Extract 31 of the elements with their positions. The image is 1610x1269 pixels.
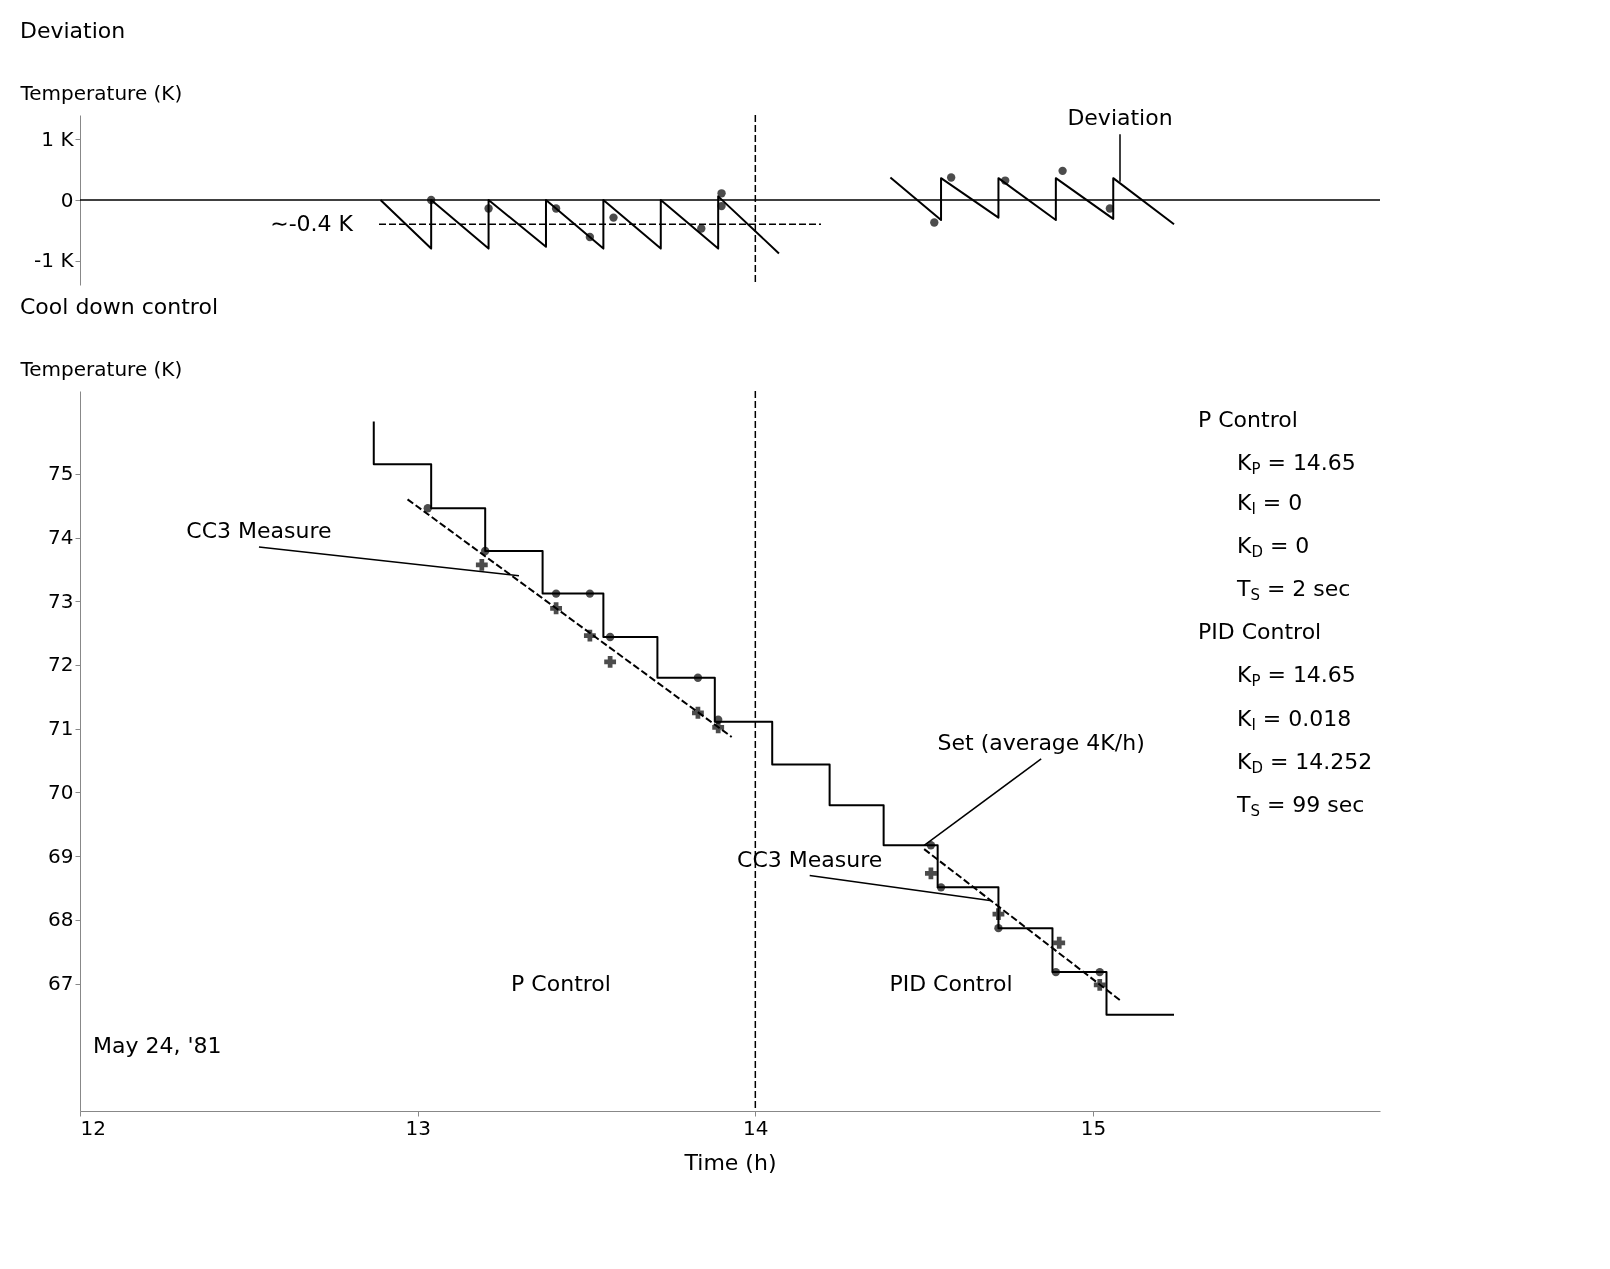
y-tick-label: 0 — [60, 187, 74, 212]
x-tick-label: 15 — [1080, 1115, 1107, 1140]
y-tick-label: 69 — [48, 843, 74, 868]
ref-line-label: ∼-0.4 K — [270, 211, 354, 237]
y-tick-label: 72 — [48, 652, 74, 677]
y-tick-label: 73 — [48, 588, 74, 613]
annotation: CC3 Measure — [737, 846, 883, 872]
annotation: P Control — [1198, 406, 1298, 432]
x-tick-label: 13 — [405, 1115, 431, 1140]
annotation: P Control — [511, 970, 611, 996]
annotation: May 24, '81 — [93, 1033, 222, 1059]
y-axis-title: Temperature (K) — [19, 356, 183, 381]
y-tick-label: 70 — [48, 779, 74, 804]
y-tick-label: 1 K — [41, 126, 75, 151]
y-tick-label: 75 — [48, 461, 74, 486]
y-tick-label: 71 — [48, 716, 74, 741]
annotation: Deviation — [1067, 105, 1173, 131]
annotation: PID Control — [1198, 619, 1322, 645]
y-tick-label: 67 — [48, 971, 74, 996]
y-tick-label: 68 — [48, 907, 74, 932]
x-tick-label: 14 — [743, 1115, 769, 1140]
chart-title: Cool down control — [20, 294, 218, 319]
y-tick-label: -1 K — [34, 248, 75, 273]
x-tick-label: 12 — [80, 1115, 106, 1140]
y-tick-label: 74 — [48, 525, 74, 550]
annotation: CC3 Measure — [186, 517, 332, 543]
chart-title: Deviation — [20, 18, 126, 43]
annotation: PID Control — [889, 970, 1013, 996]
y-axis-title: Temperature (K) — [19, 80, 183, 105]
annotation: Set (average 4K/h) — [937, 729, 1145, 755]
x-axis-title: Time (h) — [683, 1149, 777, 1175]
